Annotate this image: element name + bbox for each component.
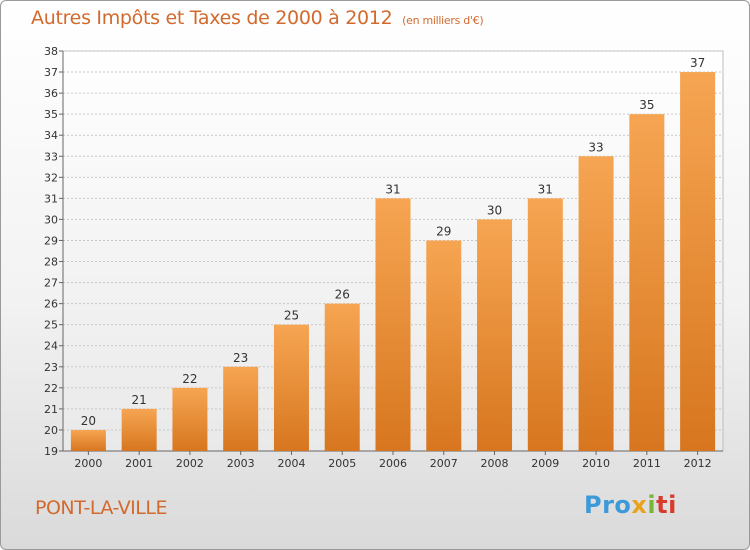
data-label-2011: 35 bbox=[639, 98, 654, 112]
bar-2007 bbox=[426, 240, 462, 451]
chart-title-text: Autres Impôts et Taxes de 2000 à 2012 bbox=[31, 7, 393, 29]
bar-2002 bbox=[172, 387, 208, 451]
data-label-2006: 31 bbox=[385, 182, 400, 196]
x-tick-label-2012: 2012 bbox=[684, 457, 712, 470]
bar-2001 bbox=[121, 408, 157, 451]
y-tick-label: 19 bbox=[44, 445, 58, 458]
y-tick-label: 31 bbox=[44, 192, 58, 205]
bar-2010 bbox=[578, 156, 614, 451]
data-label-2005: 26 bbox=[335, 288, 350, 302]
y-tick-label: 36 bbox=[44, 87, 58, 100]
bar-2004 bbox=[273, 324, 309, 451]
x-tick-label-2000: 2000 bbox=[74, 457, 102, 470]
y-tick-label: 33 bbox=[44, 150, 58, 163]
logo-part-4: ti bbox=[656, 491, 677, 519]
x-tick-label-2009: 2009 bbox=[531, 457, 559, 470]
y-tick-label: 21 bbox=[44, 403, 58, 416]
bar-2011 bbox=[629, 114, 665, 451]
y-tick-label: 37 bbox=[44, 66, 58, 79]
y-tick-label: 27 bbox=[44, 277, 58, 290]
data-label-2003: 23 bbox=[233, 351, 248, 365]
y-tick-label: 32 bbox=[44, 171, 58, 184]
bar-2003 bbox=[223, 366, 259, 451]
bar-2005 bbox=[324, 303, 360, 451]
y-tick-label: 24 bbox=[44, 340, 58, 353]
x-tick-label-2007: 2007 bbox=[430, 457, 458, 470]
bar-2012 bbox=[680, 72, 716, 451]
chart-title: Autres Impôts et Taxes de 2000 à 2012 (e… bbox=[31, 7, 484, 29]
data-label-2001: 21 bbox=[132, 393, 147, 407]
y-tick-label: 34 bbox=[44, 129, 58, 142]
y-tick-label: 30 bbox=[44, 213, 58, 226]
data-label-2000: 20 bbox=[81, 414, 96, 428]
y-tick-label: 25 bbox=[44, 319, 58, 332]
x-tick-label-2008: 2008 bbox=[481, 457, 509, 470]
x-tick-label-2006: 2006 bbox=[379, 457, 407, 470]
data-label-2007: 29 bbox=[436, 224, 451, 238]
y-tick-label: 38 bbox=[44, 45, 58, 58]
bar-2008 bbox=[477, 219, 513, 451]
bar-2009 bbox=[527, 198, 563, 451]
bar-2006 bbox=[375, 198, 411, 451]
y-tick-label: 20 bbox=[44, 424, 58, 437]
data-label-2010: 33 bbox=[588, 140, 603, 154]
logo-part-3: i bbox=[647, 491, 657, 519]
y-tick-label: 22 bbox=[44, 382, 58, 395]
bar-2000 bbox=[70, 429, 106, 451]
logo-part-2: x bbox=[631, 491, 648, 519]
data-label-2009: 31 bbox=[538, 182, 553, 196]
x-tick-label-2011: 2011 bbox=[633, 457, 661, 470]
y-tick-label: 23 bbox=[44, 361, 58, 374]
x-tick-label-2002: 2002 bbox=[176, 457, 204, 470]
x-tick-label-2003: 2003 bbox=[227, 457, 255, 470]
x-tick-label-2005: 2005 bbox=[328, 457, 356, 470]
x-tick-label-2010: 2010 bbox=[582, 457, 610, 470]
y-tick-label: 28 bbox=[44, 256, 58, 269]
proxiti-logo: Proxiti bbox=[584, 491, 677, 519]
logo-part-1: Pro bbox=[584, 491, 632, 519]
y-tick-label: 35 bbox=[44, 108, 58, 121]
y-tick-label: 29 bbox=[44, 234, 58, 247]
data-label-2012: 37 bbox=[690, 56, 705, 70]
data-label-2008: 30 bbox=[487, 203, 502, 217]
data-label-2002: 22 bbox=[182, 372, 197, 386]
x-tick-label-2001: 2001 bbox=[125, 457, 153, 470]
x-tick-label-2004: 2004 bbox=[277, 457, 305, 470]
chart-unit: (en milliers d'€) bbox=[402, 14, 484, 27]
data-label-2004: 25 bbox=[284, 309, 299, 323]
commune-name: PONT-LA-VILLE bbox=[35, 497, 167, 519]
y-tick-label: 26 bbox=[44, 298, 58, 311]
